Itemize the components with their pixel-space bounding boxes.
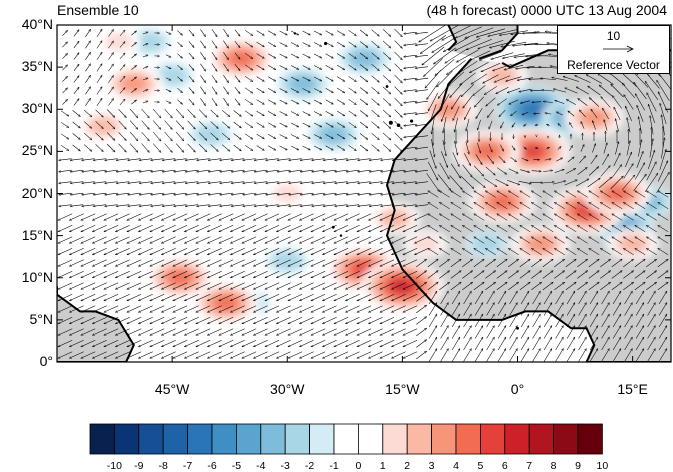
lon-tick-label: 0°	[498, 381, 538, 397]
lon-tick-label: 30°W	[267, 381, 307, 397]
colorbar-label: -10	[102, 460, 126, 472]
colorbar-label: 3	[420, 460, 444, 472]
colorbar-swatch	[114, 424, 138, 454]
colorbar-label: 10	[590, 460, 614, 472]
colorbar-swatch	[261, 424, 285, 454]
colorbar-swatch	[236, 424, 260, 454]
colorbar-swatch	[139, 424, 163, 454]
lat-tick-label: 30°N	[22, 100, 53, 116]
colorbar-label: 1	[371, 460, 395, 472]
colorbar-label: 8	[542, 460, 566, 472]
lat-tick-label: 20°N	[22, 185, 53, 201]
colorbar-swatch	[578, 424, 602, 454]
colorbar-swatch	[334, 424, 358, 454]
colorbar-label: -7	[176, 460, 200, 472]
lon-tick-label: 15°W	[382, 381, 422, 397]
lon-tick-label: 45°W	[152, 381, 192, 397]
colorbar	[90, 424, 602, 454]
colorbar-swatch	[456, 424, 480, 454]
lat-tick-label: 0°	[40, 353, 53, 369]
colorbar-swatch	[505, 424, 529, 454]
reference-vector-box: 10 Reference Vector	[557, 25, 670, 74]
colorbar-label: 9	[566, 460, 590, 472]
colorbar-label: -2	[298, 460, 322, 472]
colorbar-label: -8	[151, 460, 175, 472]
colorbar-swatch	[383, 424, 407, 454]
colorbar-swatch	[212, 424, 236, 454]
colorbar-swatch	[432, 424, 456, 454]
colorbar-label: 4	[444, 460, 468, 472]
colorbar-swatch	[163, 424, 187, 454]
colorbar-swatch	[285, 424, 309, 454]
colorbar-label: 0	[346, 460, 370, 472]
colorbar-label: 5	[468, 460, 492, 472]
colorbar-label: 7	[517, 460, 541, 472]
colorbar-label: -6	[200, 460, 224, 472]
colorbar-swatch	[554, 424, 578, 454]
colorbar-label: -4	[249, 460, 273, 472]
lat-tick-label: 40°N	[22, 16, 53, 32]
lat-tick-label: 10°N	[22, 269, 53, 285]
lat-tick-label: 5°N	[30, 311, 54, 327]
colorbar-label: -5	[224, 460, 248, 472]
colorbar-label: -9	[127, 460, 151, 472]
reference-vector-magnitude: 10	[558, 29, 669, 43]
lat-tick-label: 35°N	[22, 58, 53, 74]
colorbar-swatch	[358, 424, 382, 454]
colorbar-swatch	[529, 424, 553, 454]
colorbar-label: -3	[273, 460, 297, 472]
colorbar-swatch	[407, 424, 431, 454]
reference-vector-label: Reference Vector	[558, 58, 669, 72]
colorbar-swatch	[480, 424, 504, 454]
colorbar-swatch	[310, 424, 334, 454]
colorbar-label: 6	[493, 460, 517, 472]
lon-tick-label: 15°E	[613, 381, 653, 397]
colorbar-label: 2	[395, 460, 419, 472]
colorbar-swatch	[90, 424, 114, 454]
lat-tick-label: 15°N	[22, 227, 53, 243]
reference-arrow-icon	[602, 44, 636, 54]
colorbar-swatch	[188, 424, 212, 454]
colorbar-label: -1	[322, 460, 346, 472]
lat-tick-label: 25°N	[22, 142, 53, 158]
